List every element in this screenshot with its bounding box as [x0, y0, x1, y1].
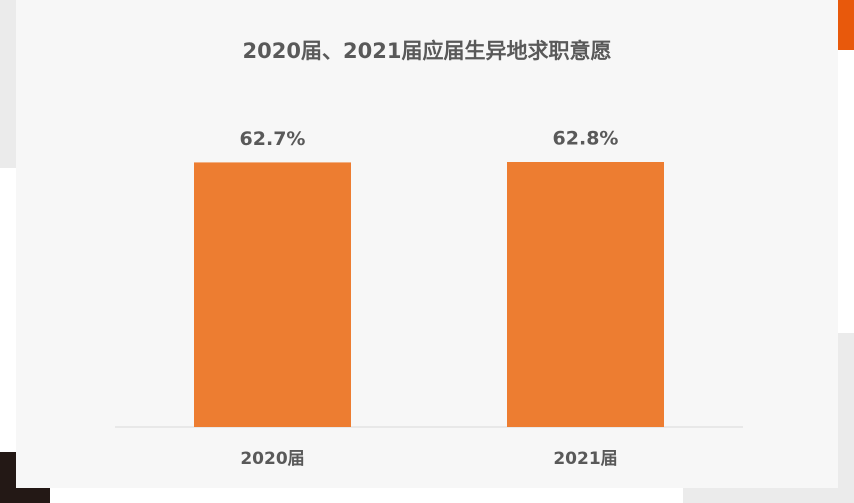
bar [194, 162, 351, 427]
value-label: 62.7% [240, 128, 306, 150]
chart-title: 2020届、2021届应届生异地求职意愿 [243, 39, 612, 63]
x-tick-label: 2021届 [553, 449, 617, 469]
bar [507, 162, 664, 427]
panel [16, 0, 838, 488]
x-tick-label: 2020届 [240, 449, 304, 469]
value-label: 62.8% [553, 128, 619, 150]
